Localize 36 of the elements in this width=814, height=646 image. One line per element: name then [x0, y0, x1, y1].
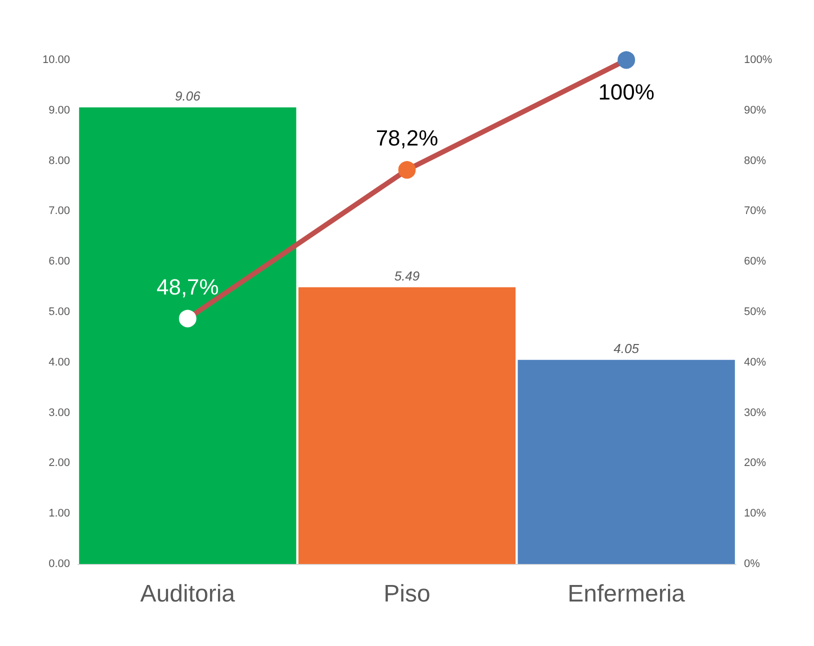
- y-tick-label: 3.00: [48, 406, 70, 419]
- y-tick-label: 0.00: [48, 558, 70, 570]
- x-tick-label: Piso: [384, 580, 430, 608]
- y2-tick-label: 90%: [744, 104, 766, 116]
- bar: [518, 360, 735, 564]
- y2-tick-label: 20%: [744, 457, 766, 470]
- y-tick-label: 2.00: [48, 457, 70, 470]
- data-label: 9.06: [175, 88, 202, 104]
- y2-tick-label: 40%: [744, 356, 766, 368]
- y2-tick-label: 50%: [744, 306, 766, 318]
- y2-tick-label: 100%: [744, 54, 772, 66]
- y2-tick-label: 0%: [744, 558, 760, 570]
- point: [398, 161, 416, 179]
- point: [618, 51, 636, 69]
- x-tick-label: Auditoria: [140, 580, 236, 608]
- bar: [79, 107, 296, 564]
- y2-tick-label: 60%: [744, 256, 766, 268]
- y-tick-label: 5.00: [48, 306, 70, 318]
- data-label: 48,7%: [156, 274, 219, 300]
- y-tick-label: 6.00: [48, 256, 70, 268]
- point: [178, 310, 196, 328]
- y-tick-label: 9.00: [48, 104, 70, 116]
- y-tick-label: 8.00: [48, 154, 70, 167]
- y-tick-label: 1.00: [48, 508, 70, 520]
- y-tick-label: 4.00: [48, 356, 70, 368]
- data-label: 100%: [598, 79, 654, 104]
- y2-tick-label: 70%: [744, 205, 766, 218]
- data-label: 78,2%: [376, 126, 438, 151]
- data-label: 5.49: [394, 268, 420, 284]
- y2-tick-label: 30%: [744, 406, 766, 419]
- y2-tick-label: 80%: [744, 154, 766, 167]
- y2-tick-label: 10%: [744, 508, 766, 520]
- data-label: 4.05: [614, 340, 640, 356]
- y-tick-label: 7.00: [48, 205, 70, 218]
- x-tick-label: Enfermeria: [568, 580, 686, 608]
- y-tick-label: 10.00: [42, 54, 70, 66]
